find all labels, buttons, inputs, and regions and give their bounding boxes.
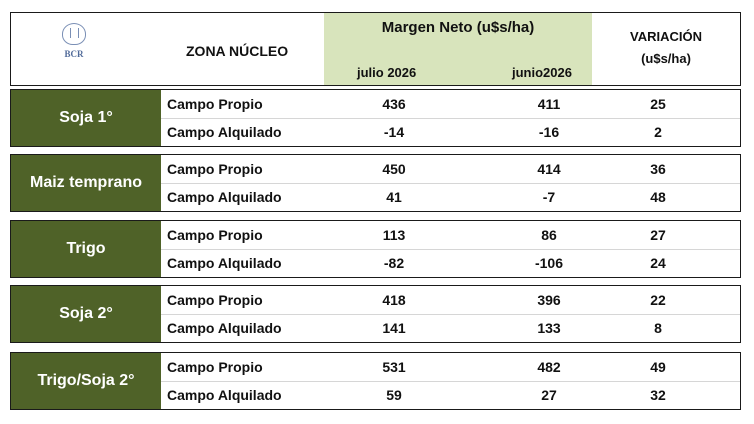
value-june: 27: [541, 387, 557, 403]
logo-text: BCR: [64, 49, 84, 59]
crop-label: Soja 1°: [11, 90, 161, 146]
row-label: Campo Alquilado: [167, 189, 282, 205]
value-july: 141: [382, 320, 406, 336]
crop-group-soja-1: Soja 1° Campo Propio 436 411 25 Campo Al…: [10, 89, 741, 147]
table-header: BCR ZONA NÚCLEO Margen Neto (u$s/ha) jul…: [10, 12, 741, 86]
value-june: 86: [541, 227, 557, 243]
variation-title: VARIACIÓN: [630, 29, 702, 44]
value-variation: 48: [650, 189, 666, 205]
value-variation: 8: [654, 320, 662, 336]
value-june: -106: [534, 255, 564, 271]
row-label: Campo Alquilado: [167, 320, 282, 336]
emblem-icon: [62, 23, 86, 45]
zone-title: ZONA NÚCLEO: [186, 43, 289, 59]
value-variation: 2: [654, 124, 662, 140]
variation-unit: (u$s/ha): [641, 51, 691, 66]
value-june: 396: [537, 292, 561, 308]
header-zone-cell: BCR ZONA NÚCLEO: [11, 13, 325, 85]
table-row: Campo Alquilado 141 133 8: [161, 314, 740, 342]
value-june: 414: [537, 161, 561, 177]
header-margin-cell: [324, 13, 592, 85]
table-row: Campo Propio 450 414 36: [161, 155, 740, 184]
value-variation: 36: [650, 161, 666, 177]
bcr-logo: BCR: [59, 23, 89, 67]
table-row: Campo Propio 531 482 49: [161, 353, 740, 382]
row-label: Campo Propio: [167, 227, 263, 243]
table-row: Campo Alquilado 41 -7 48: [161, 183, 740, 211]
crop-group-maiz-temprano: Maiz temprano Campo Propio 450 414 36 Ca…: [10, 154, 741, 212]
crop-group-trigo: Trigo Campo Propio 113 86 27 Campo Alqui…: [10, 220, 741, 278]
row-label: Campo Alquilado: [167, 255, 282, 271]
value-june: -16: [538, 124, 560, 140]
crop-label: Maiz temprano: [11, 155, 161, 211]
row-label: Campo Alquilado: [167, 124, 282, 140]
table-row: Campo Alquilado -14 -16 2: [161, 118, 740, 146]
crop-label: Trigo: [11, 221, 161, 277]
value-july: -82: [383, 255, 405, 271]
value-july: 450: [382, 161, 406, 177]
row-label: Campo Propio: [167, 96, 263, 112]
value-july: 41: [386, 189, 402, 205]
table-row: Campo Alquilado 59 27 32: [161, 381, 740, 409]
value-variation: 22: [650, 292, 666, 308]
value-june: -7: [542, 189, 556, 205]
value-july: 531: [382, 359, 406, 375]
crop-group-trigo-soja-2: Trigo/Soja 2° Campo Propio 531 482 49 Ca…: [10, 352, 741, 410]
table-row: Campo Alquilado -82 -106 24: [161, 249, 740, 277]
value-july: 436: [382, 96, 406, 112]
value-june: 482: [537, 359, 561, 375]
row-label: Campo Propio: [167, 359, 263, 375]
value-july: 418: [382, 292, 406, 308]
value-july: 59: [386, 387, 402, 403]
value-variation: 25: [650, 96, 666, 112]
crop-label: Trigo/Soja 2°: [11, 353, 161, 409]
value-variation: 49: [650, 359, 666, 375]
crop-group-soja-2: Soja 2° Campo Propio 418 396 22 Campo Al…: [10, 285, 741, 343]
header-variation-cell: [592, 13, 740, 85]
row-label: Campo Propio: [167, 292, 263, 308]
value-variation: 32: [650, 387, 666, 403]
column-july: julio 2026: [357, 65, 417, 80]
row-label: Campo Alquilado: [167, 387, 282, 403]
column-june: junio2026: [512, 65, 572, 80]
table-row: Campo Propio 418 396 22: [161, 286, 740, 315]
value-june: 133: [537, 320, 561, 336]
value-july: -14: [383, 124, 405, 140]
table-row: Campo Propio 113 86 27: [161, 221, 740, 250]
value-june: 411: [537, 96, 561, 112]
value-variation: 27: [650, 227, 666, 243]
value-variation: 24: [650, 255, 666, 271]
crop-label: Soja 2°: [11, 286, 161, 342]
value-july: 113: [382, 227, 406, 243]
row-label: Campo Propio: [167, 161, 263, 177]
table-row: Campo Propio 436 411 25: [161, 90, 740, 119]
margin-title: Margen Neto (u$s/ha): [381, 19, 535, 36]
